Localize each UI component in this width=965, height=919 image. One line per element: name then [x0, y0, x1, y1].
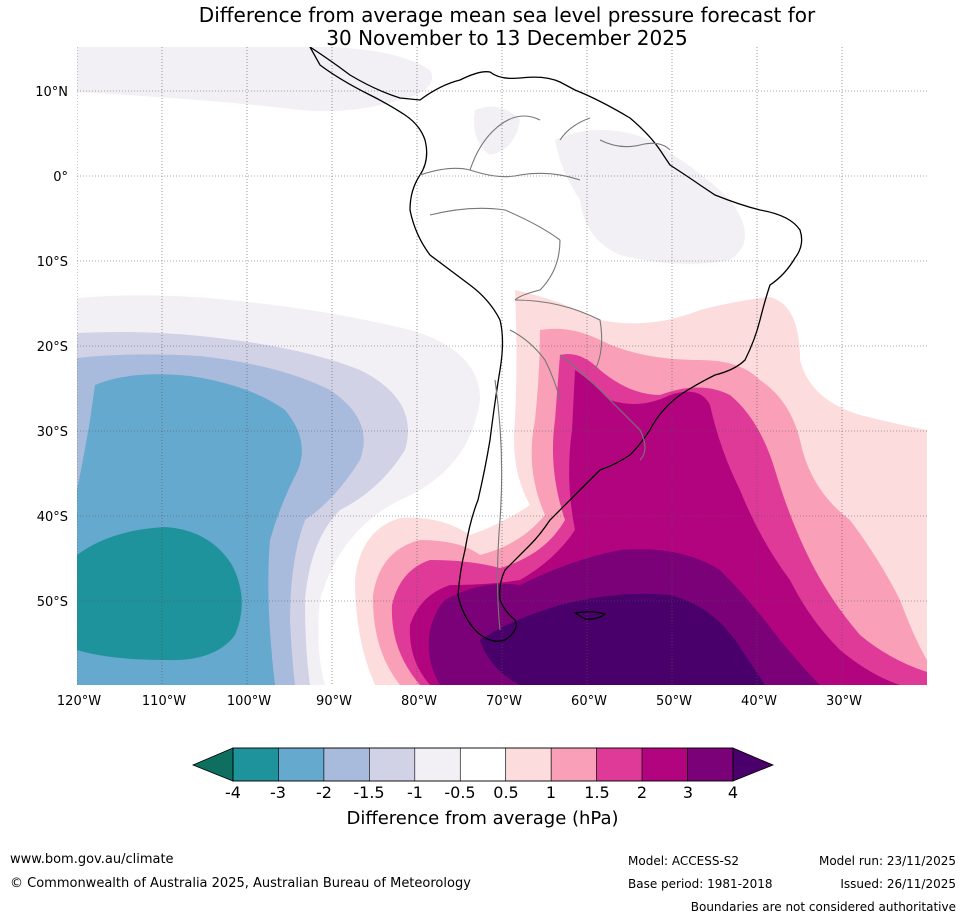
title-line-2: 30 November to 13 December 2025	[326, 26, 688, 50]
cb-tick-pos3: 3	[683, 783, 693, 800]
lat-label-30s: 30°S	[37, 425, 68, 440]
lat-label-40s: 40°S	[37, 510, 68, 525]
map-plot-area	[77, 47, 927, 685]
footer-issued: Issued: 26/11/2025	[840, 877, 956, 891]
colorbar-bin-3	[369, 747, 416, 782]
cb-tick-neg4: -4	[225, 783, 241, 800]
title-line-1: Difference from average mean sea level p…	[198, 3, 816, 27]
lat-label-0: 0°	[53, 170, 68, 185]
colorbar-extend-high	[732, 747, 775, 782]
colorbar-extend-low	[191, 747, 234, 782]
lat-label-10n: 10°N	[35, 85, 68, 100]
lon-label-120w: 120°W	[57, 694, 101, 709]
colorbar-bin-0	[232, 747, 279, 782]
map-figure: 10°N 0° 10°S 20°S 30°S 40°S 50°S 120°W 1…	[35, 47, 927, 800]
lat-label-10s: 10°S	[37, 255, 68, 270]
cb-tick-neg1: -1	[407, 783, 423, 800]
lat-label-50s: 50°S	[37, 595, 68, 610]
colorbar-bin-6	[505, 747, 552, 782]
footer-model-run: Model run: 23/11/2025	[818, 854, 956, 868]
colorbar-bins	[232, 747, 734, 782]
lat-label-20s: 20°S	[37, 340, 68, 355]
colorbar-bin-7	[550, 747, 597, 782]
country-borders	[419, 115, 671, 631]
coastline-south-america	[309, 47, 803, 642]
cb-tick-pos1: 1	[546, 783, 556, 800]
cb-tick-neg15: -1.5	[353, 783, 384, 800]
anomaly-region-pos4	[480, 593, 765, 685]
colorbar-bin-5	[459, 747, 507, 782]
colorbar-bin-9	[641, 747, 688, 782]
lon-label-100w: 100°W	[227, 694, 271, 709]
anomaly-region-neg05-north-2	[474, 106, 520, 155]
cb-tick-neg05: -0.5	[444, 783, 475, 800]
anomaly-region-neg05-north	[77, 47, 432, 112]
footer-model: Model: ACCESS-S2	[628, 854, 740, 868]
colorbar-label: Difference from average (hPa)	[346, 808, 619, 829]
latitude-axis: 10°N 0° 10°S 20°S 30°S 40°S 50°S	[35, 85, 68, 610]
footer-website[interactable]: www.bom.gov.au/climate	[10, 852, 174, 867]
colorbar-bin-4	[414, 747, 461, 782]
footer-copyright: © Commonwealth of Australia 2025, Austra…	[10, 876, 471, 891]
colorbar-bin-2	[323, 747, 370, 782]
lon-label-60w: 60°W	[571, 694, 607, 709]
coastline-falklands	[573, 611, 607, 620]
colorbar-bin-8	[596, 747, 643, 782]
lon-label-40w: 40°W	[741, 694, 777, 709]
lon-label-30w: 30°W	[826, 694, 862, 709]
lon-label-70w: 70°W	[486, 694, 522, 709]
lon-label-50w: 50°W	[656, 694, 692, 709]
anomaly-region-neg3-west	[77, 527, 242, 661]
cb-tick-pos05: 0.5	[493, 783, 518, 800]
lon-label-90w: 90°W	[316, 694, 352, 709]
colorbar: -4 -3 -2 -1.5 -1 -0.5 0.5 1 1.5 2 3 4	[191, 747, 775, 800]
footer-disclaimer: Boundaries are not considered authoritat…	[690, 900, 956, 914]
cb-tick-pos4: 4	[728, 783, 738, 800]
colorbar-frame	[232, 747, 734, 782]
cb-tick-pos15: 1.5	[584, 783, 609, 800]
footer-base-period: Base period: 1981-2018	[628, 877, 773, 891]
colorbar-ticks: -4 -3 -2 -1.5 -1 -0.5 0.5 1 1.5 2 3 4	[225, 783, 738, 800]
graticule	[77, 47, 927, 685]
cb-tick-neg3: -3	[270, 783, 286, 800]
longitude-axis: 120°W 110°W 100°W 90°W 80°W 70°W 60°W 50…	[57, 694, 862, 709]
colorbar-bin-1	[278, 747, 325, 782]
chart-title: Difference from average mean sea level p…	[0, 4, 965, 50]
anomaly-region-neg05-amazon	[555, 130, 745, 264]
colorbar-bin-10	[687, 747, 734, 782]
cb-tick-pos2: 2	[637, 783, 647, 800]
cb-tick-neg2: -2	[316, 783, 332, 800]
lon-label-110w: 110°W	[142, 694, 186, 709]
lon-label-80w: 80°W	[401, 694, 437, 709]
